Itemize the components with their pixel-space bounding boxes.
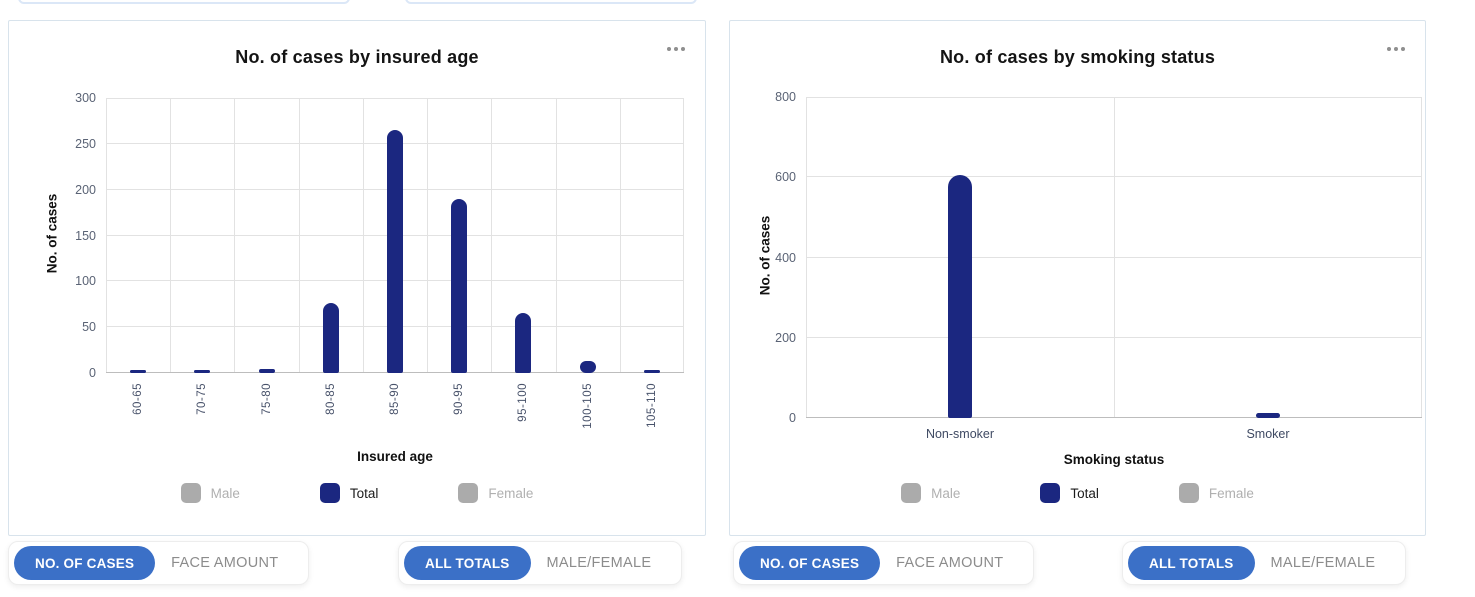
face-amount-button[interactable]: FACE AMOUNT	[167, 555, 282, 571]
female-swatch-icon	[1178, 483, 1199, 503]
gridline-v	[170, 98, 172, 373]
total-swatch-icon	[319, 483, 340, 503]
bar-75-80[interactable]	[258, 369, 275, 373]
legend-label: Female	[1208, 485, 1254, 501]
bar-85-90[interactable]	[387, 130, 403, 373]
toggle-group-totals-right: ALL TOTALS MALE/FEMALE	[1122, 541, 1407, 585]
gridline-v	[427, 98, 429, 373]
legend-item-female[interactable]: Female	[458, 483, 533, 503]
bar-Non-smoker[interactable]	[948, 175, 972, 418]
x-tick-label: 95-100	[517, 383, 530, 422]
gridline-v	[806, 97, 807, 418]
chart-title: No. of cases by insured age	[235, 47, 479, 67]
total-swatch-icon	[1040, 483, 1061, 503]
smoking-status-chart-plot: 0 200 400 600 800 Non-smoker Smoker	[775, 90, 1422, 441]
legend-label: Male	[931, 485, 961, 501]
legend-item-total[interactable]: Total	[319, 483, 379, 503]
y-tick-label: 300	[75, 91, 96, 105]
x-tick-label: 100-105	[581, 383, 594, 429]
y-tick-label: 800	[775, 90, 796, 104]
y-tick-label: 200	[75, 182, 96, 197]
legend-label: Male	[210, 485, 240, 501]
y-tick-label: 0	[789, 411, 796, 425]
card-cases-by-smoking-status: No. of cases by smoking status No. of ca…	[729, 20, 1426, 536]
y-tick-label: 200	[775, 330, 796, 345]
x-tick-label: 105-110	[645, 383, 658, 428]
bar-80-85[interactable]	[322, 303, 339, 373]
gridline-h	[806, 176, 1422, 178]
legend-item-total[interactable]: Total	[1040, 483, 1099, 503]
cutoff-button-group-top-right	[405, 0, 697, 4]
gridline-v	[234, 98, 236, 373]
x-tick-label: 90-95	[453, 383, 466, 415]
x-tick-label: 80-85	[324, 383, 337, 415]
male-swatch-icon	[180, 483, 201, 503]
male-female-button[interactable]: MALE/FEMALE	[543, 555, 656, 571]
card-cases-by-insured-age: No. of cases by insured age No. of cases…	[8, 20, 706, 536]
no-of-cases-button[interactable]: NO. OF CASES	[739, 546, 881, 580]
toggle-group-totals-left: ALL TOTALS MALE/FEMALE	[398, 541, 683, 585]
y-tick-label: 600	[775, 170, 796, 185]
male-swatch-icon	[901, 483, 922, 503]
y-tick-label: 100	[75, 274, 96, 289]
gridline-v	[491, 98, 493, 373]
toggle-group-measure-right: NO. OF CASES FACE AMOUNT	[733, 541, 1035, 585]
female-swatch-icon	[458, 483, 479, 503]
legend-item-male[interactable]: Male	[901, 483, 960, 503]
face-amount-button[interactable]: FACE AMOUNT	[892, 555, 1007, 571]
more-options-icon[interactable]	[1383, 43, 1409, 55]
gridline-h	[806, 336, 1422, 338]
toggle-group-measure-left: NO. OF CASES FACE AMOUNT	[8, 541, 310, 585]
gridline-v	[683, 98, 684, 373]
gridline-h	[806, 256, 1422, 258]
gridline-v	[1421, 97, 1422, 418]
gridline-v	[298, 98, 300, 373]
no-of-cases-button[interactable]: NO. OF CASES	[14, 546, 156, 580]
x-tick-label: 75-80	[260, 383, 273, 415]
legend: Male Total Female	[9, 483, 705, 503]
insured-age-chart-plot: 0 50 100 150 200 250 300 60-65 70-75 75-80 80-85 85…	[75, 91, 684, 429]
gridline-h	[106, 98, 684, 99]
y-tick-label: 0	[89, 366, 96, 380]
x-tick-label: 85-90	[389, 383, 401, 415]
cutoff-button-group-top-left	[18, 0, 350, 4]
x-tick-label: Non-smoker	[925, 427, 995, 441]
all-totals-button[interactable]: ALL TOTALS	[404, 546, 531, 580]
y-tick-label: 250	[75, 136, 96, 151]
gridline-v	[362, 98, 364, 373]
y-tick-label: 150	[75, 228, 96, 243]
male-female-button[interactable]: MALE/FEMALE	[1267, 555, 1380, 571]
x-tick-label: Smoker	[1246, 427, 1290, 441]
bar-105-110[interactable]	[643, 370, 660, 373]
legend-item-male[interactable]: Male	[180, 483, 240, 503]
more-options-icon[interactable]	[663, 43, 689, 55]
legend-item-female[interactable]: Female	[1178, 483, 1254, 503]
y-tick-label: 400	[775, 250, 796, 265]
gridline-v	[555, 98, 557, 373]
gridline-v	[1114, 97, 1115, 418]
bar-60-65[interactable]	[130, 370, 147, 373]
gridline-v	[106, 98, 107, 373]
x-axis-title: Insured age	[357, 449, 433, 464]
bar-90-95[interactable]	[451, 198, 468, 373]
legend: Male Total Female	[730, 483, 1425, 503]
bar-100-105[interactable]	[579, 361, 596, 373]
bar-95-100[interactable]	[515, 313, 532, 373]
x-axis-title: Smoking status	[1063, 452, 1165, 467]
x-tick-label: 70-75	[196, 383, 209, 415]
legend-label: Total	[1070, 485, 1099, 501]
legend-label: Female	[488, 485, 534, 501]
gridline-v	[619, 98, 621, 373]
chart-title: No. of cases by smoking status	[939, 47, 1216, 67]
gridline-h	[806, 97, 1422, 98]
legend-label: Total	[349, 485, 379, 501]
all-totals-button[interactable]: ALL TOTALS	[1128, 546, 1255, 580]
x-tick-label: 60-65	[132, 383, 145, 415]
bar-70-75[interactable]	[194, 370, 211, 373]
bar-Smoker[interactable]	[1256, 413, 1280, 418]
y-tick-label: 50	[82, 320, 96, 335]
x-axis-line	[806, 417, 1422, 418]
